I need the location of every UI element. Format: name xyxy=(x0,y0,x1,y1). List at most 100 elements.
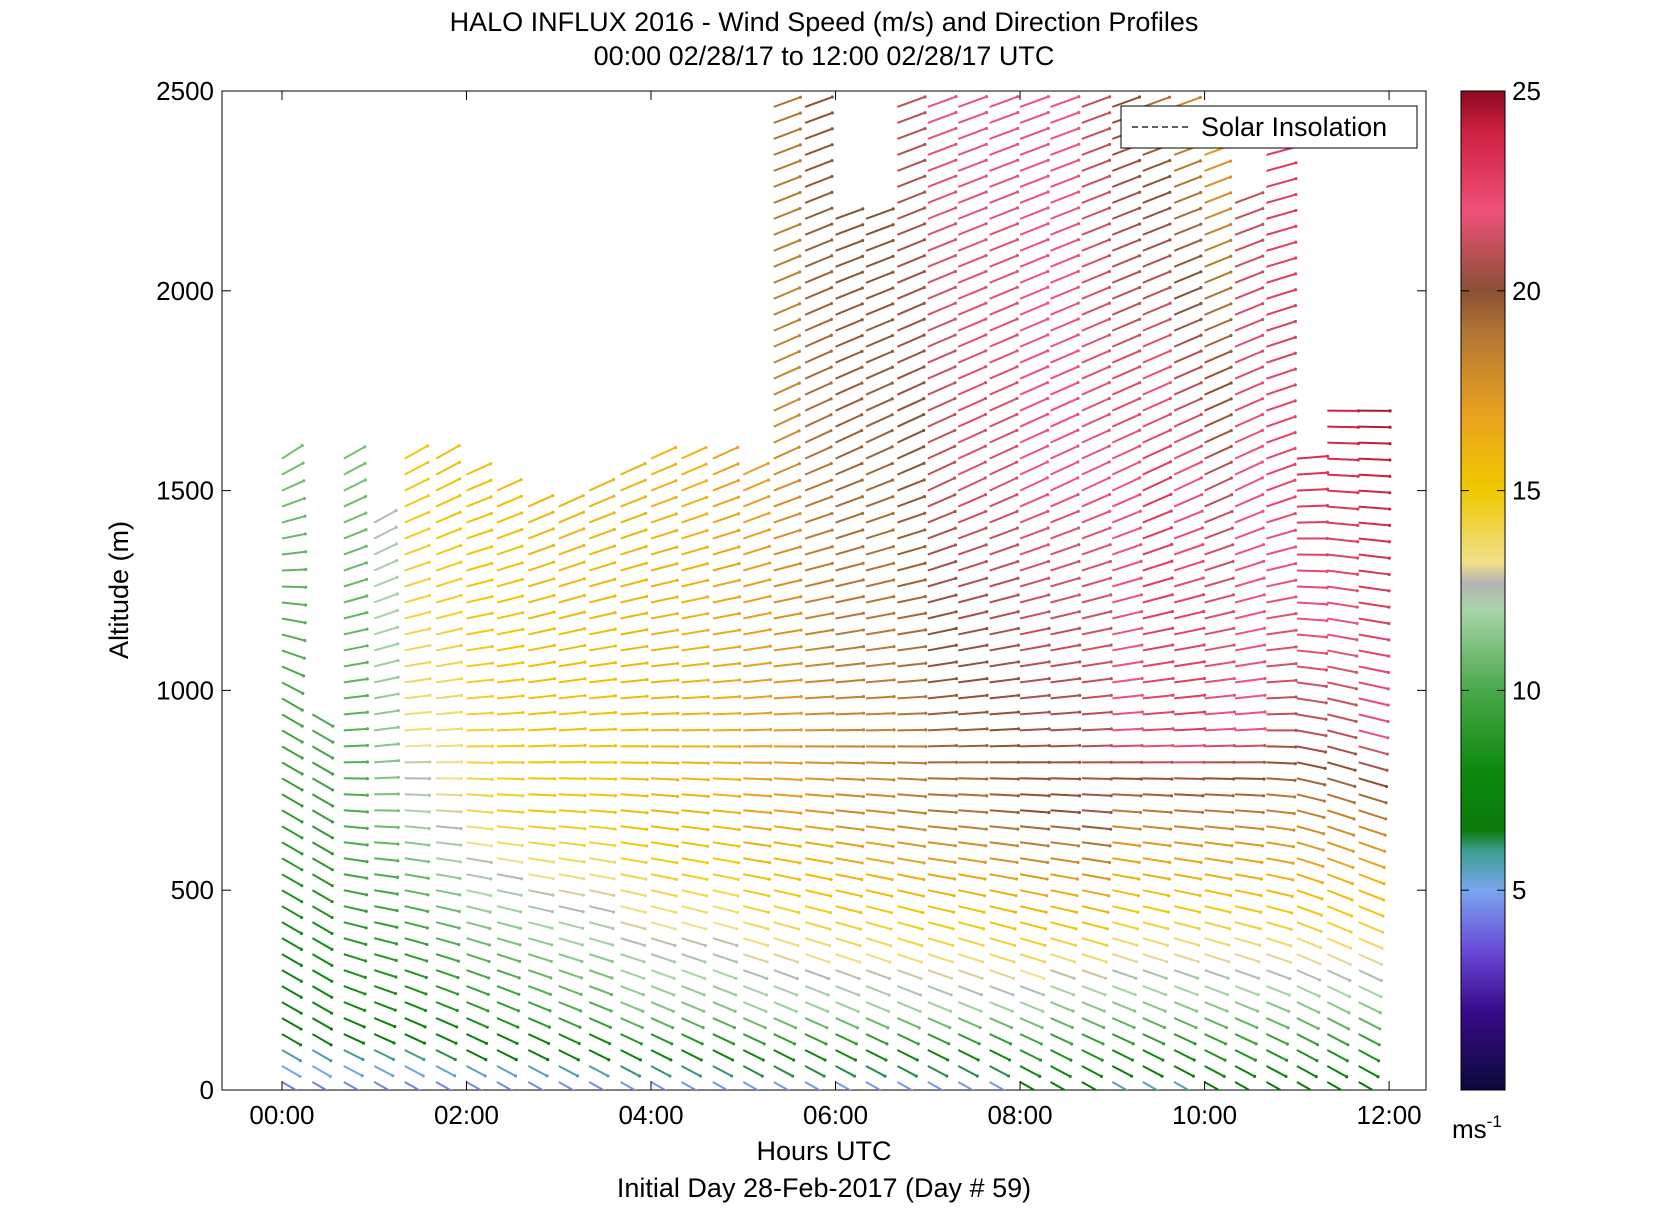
wind-vector-head xyxy=(361,1041,366,1045)
wind-vector xyxy=(865,937,891,947)
wind-vector xyxy=(773,889,800,897)
wind-vector xyxy=(1019,969,1045,980)
wind-vector-head xyxy=(1171,727,1175,731)
wind-vector-head xyxy=(1256,993,1260,997)
wind-vector-head xyxy=(612,494,616,498)
wind-vector-head xyxy=(1039,1042,1043,1046)
wind-vector-head xyxy=(698,1090,701,1093)
wind-vector-head xyxy=(1168,238,1172,242)
wind-vector-head xyxy=(486,992,490,996)
wind-vector xyxy=(1173,510,1203,524)
wind-vector xyxy=(1019,809,1050,814)
wind-vector xyxy=(1019,543,1049,556)
wind-vector-head xyxy=(766,461,770,465)
wind-vector-head xyxy=(1016,727,1021,731)
wind-vector-head xyxy=(1171,626,1175,630)
wind-vector-head xyxy=(831,778,835,782)
wind-vector xyxy=(927,1001,951,1013)
wind-vector-head xyxy=(1075,894,1079,898)
wind-vector xyxy=(742,937,768,947)
wind-vector-head xyxy=(1161,1058,1165,1062)
wind-vector-head xyxy=(954,560,958,564)
wind-vector xyxy=(1081,644,1112,652)
wind-vector-head xyxy=(892,578,896,582)
wind-vector xyxy=(343,595,368,604)
wind-vector-head xyxy=(981,927,986,931)
wind-vector-head xyxy=(737,828,741,832)
wind-vector-head xyxy=(892,711,896,715)
wind-vector-head xyxy=(830,528,834,532)
wind-vector-head xyxy=(768,611,772,615)
wind-vector-head xyxy=(1109,777,1113,781)
wind-vector-head xyxy=(552,577,556,581)
wind-vector-head xyxy=(1170,760,1174,764)
wind-vector-head xyxy=(1346,1027,1351,1031)
wind-vector-head xyxy=(861,561,865,565)
wind-vector-head xyxy=(798,254,802,258)
wind-vector xyxy=(804,143,833,156)
wind-vector-head xyxy=(924,728,928,732)
wind-vector xyxy=(1358,601,1390,609)
wind-vector-head xyxy=(985,677,989,681)
wind-vector-head xyxy=(1201,777,1206,781)
wind-vector xyxy=(435,857,461,863)
wind-vector xyxy=(865,761,895,765)
wind-vector xyxy=(1358,489,1390,494)
wind-vector-head xyxy=(521,677,525,681)
wind-vector-head xyxy=(861,778,866,782)
wind-vector-head xyxy=(299,947,304,952)
wind-vector xyxy=(1204,255,1232,268)
wind-vector-head xyxy=(1047,710,1051,714)
wind-vector-head xyxy=(1044,910,1048,914)
wind-vector-head xyxy=(890,413,894,417)
wind-vector-head xyxy=(698,1074,702,1078)
wind-vector-head xyxy=(395,558,399,563)
wind-vector-head xyxy=(1377,1059,1381,1063)
wind-vector xyxy=(1266,241,1296,252)
wind-vector xyxy=(712,793,740,798)
wind-vector-head xyxy=(1109,710,1113,714)
wind-vector-head xyxy=(1261,543,1266,547)
wind-vector xyxy=(773,953,798,963)
wind-vector-head xyxy=(891,511,895,515)
wind-vector-head xyxy=(859,911,863,915)
wind-vector xyxy=(1111,1065,1133,1078)
wind-vector xyxy=(404,478,429,492)
wind-vector-head xyxy=(613,611,617,615)
wind-vector-head xyxy=(797,910,801,915)
wind-vector xyxy=(835,562,864,572)
wind-vector xyxy=(1296,665,1327,671)
wind-vector xyxy=(865,529,894,540)
wind-vector xyxy=(589,809,616,814)
wind-vector xyxy=(865,366,893,380)
wind-vector-head xyxy=(1290,894,1294,898)
wind-vector xyxy=(1266,857,1294,865)
wind-vector xyxy=(1204,239,1232,252)
wind-vector-head xyxy=(390,1090,393,1093)
wind-vector xyxy=(989,365,1018,380)
wind-vector-head xyxy=(860,877,864,882)
wind-vector-head xyxy=(736,445,740,449)
wind-vector xyxy=(957,921,984,930)
wind-vector xyxy=(466,905,491,913)
wind-vector xyxy=(1296,745,1326,754)
y-tick-label: 1500 xyxy=(156,476,214,506)
wind-vector xyxy=(588,1001,612,1012)
wind-vector xyxy=(957,286,987,300)
wind-vector-head xyxy=(299,915,304,920)
wind-vector-head xyxy=(1016,677,1021,681)
wind-vector-head xyxy=(645,711,649,715)
wind-vector xyxy=(1296,985,1320,998)
wind-vector xyxy=(1111,413,1141,428)
wind-vector-head xyxy=(1137,174,1142,178)
wind-vector-head xyxy=(919,960,924,964)
wind-vector xyxy=(343,561,367,572)
wind-vector xyxy=(927,445,956,460)
wind-vector xyxy=(681,841,708,848)
wind-vector-head xyxy=(953,844,957,848)
wind-vector-head xyxy=(395,608,400,613)
wind-vector-head xyxy=(1107,428,1111,432)
wind-vector-head xyxy=(1325,651,1329,656)
wind-vector-head xyxy=(978,1025,982,1030)
